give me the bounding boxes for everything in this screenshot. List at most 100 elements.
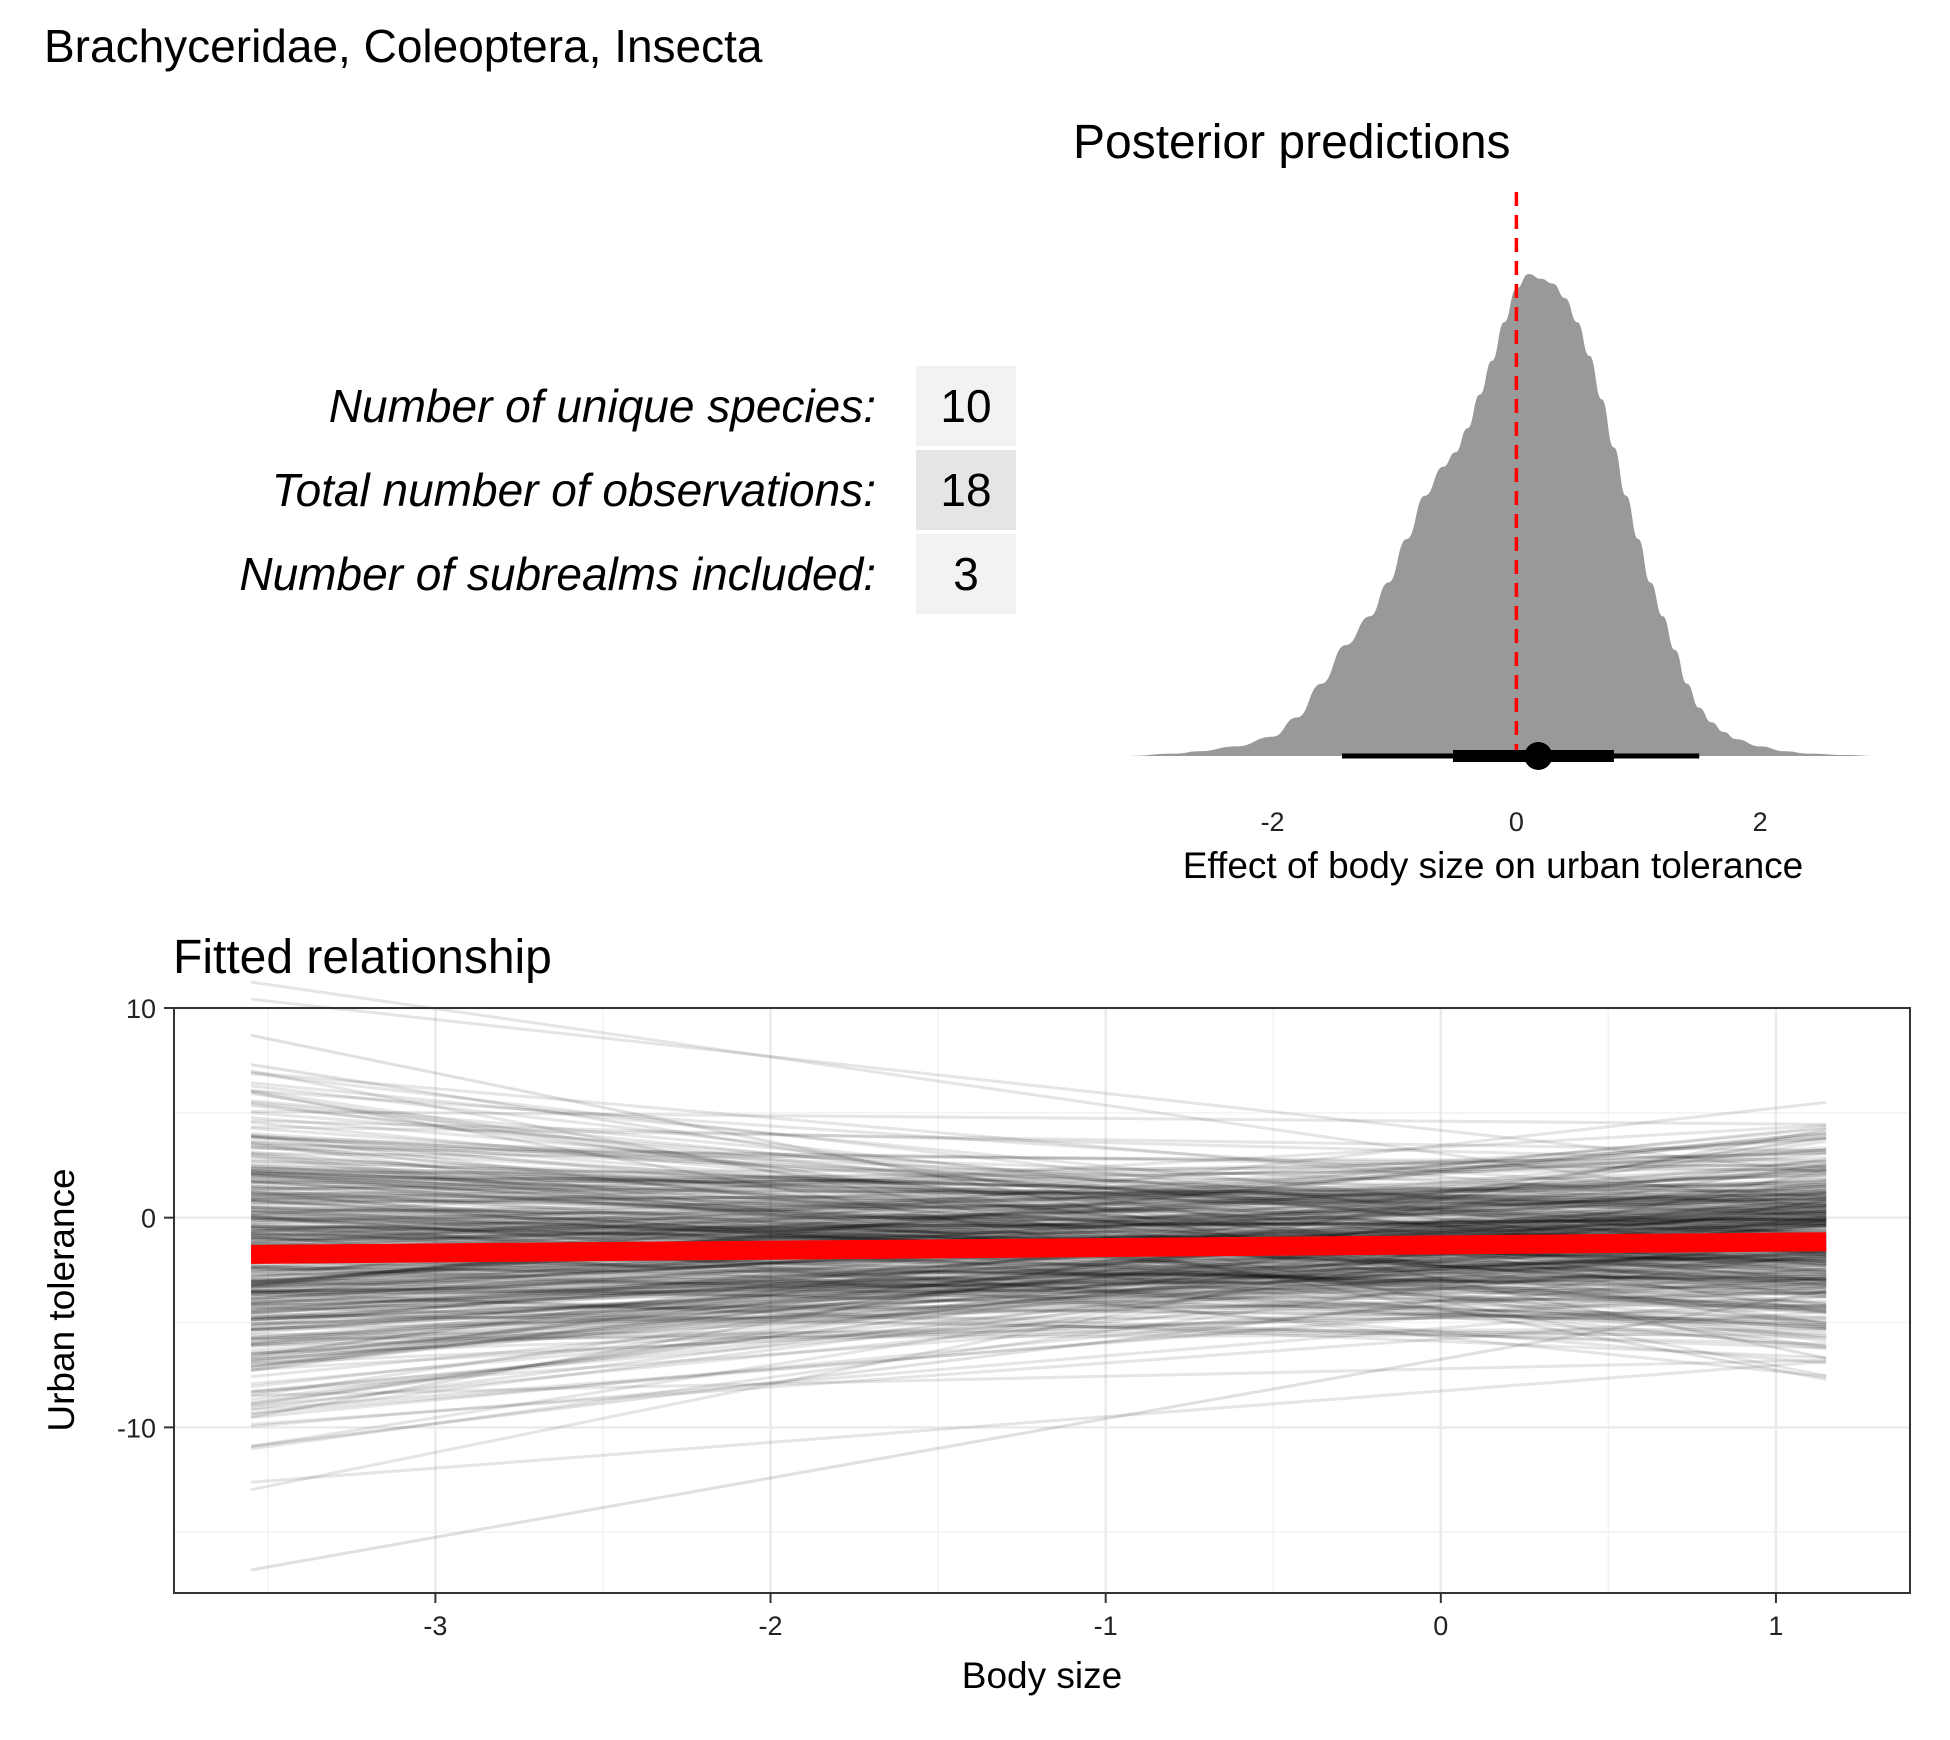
draw-line xyxy=(251,1182,1827,1217)
draw-line xyxy=(251,1307,1827,1348)
draw-line xyxy=(251,1143,1827,1173)
draw-line xyxy=(251,1197,1827,1213)
draw-line xyxy=(250,1214,1827,1325)
draw-line xyxy=(251,1176,1827,1194)
draw-line xyxy=(250,1253,1827,1393)
draw-line xyxy=(251,1226,1827,1305)
draw-line xyxy=(250,1190,1827,1405)
draw-line xyxy=(250,1203,1827,1316)
fitted-panel-border xyxy=(173,1007,1911,1594)
draw-line xyxy=(250,1250,1827,1341)
draw-line xyxy=(251,1279,1827,1287)
draw-line xyxy=(250,1251,1827,1448)
draw-line xyxy=(251,1266,1827,1331)
draw-line xyxy=(251,1169,1827,1224)
draw-line xyxy=(250,1126,1827,1241)
draw-line xyxy=(251,1302,1827,1320)
stat-value-species: 10 xyxy=(940,380,991,432)
draw-line xyxy=(251,1193,1827,1247)
draw-line xyxy=(251,1260,1827,1287)
draw-line xyxy=(251,1315,1827,1321)
draw-line xyxy=(251,1277,1827,1295)
draw-line xyxy=(251,1282,1827,1326)
draw-line xyxy=(251,1267,1827,1319)
draw-line xyxy=(251,1217,1827,1233)
draw-line xyxy=(250,1260,1827,1352)
draw-line xyxy=(250,1116,1827,1251)
draw-line xyxy=(251,1167,1827,1215)
draw-line xyxy=(251,1332,1827,1341)
draw-line xyxy=(251,1297,1827,1323)
draw-line xyxy=(251,1276,1827,1293)
fitted-x-tick-label: -3 xyxy=(423,1611,447,1641)
draw-line xyxy=(250,1213,1827,1331)
draw-line xyxy=(251,1175,1827,1189)
draw-line xyxy=(250,1263,1827,1355)
draw-line xyxy=(251,1175,1827,1185)
draw-line xyxy=(250,1173,1827,1373)
fitted-x-tick-label: -2 xyxy=(759,1611,783,1641)
draw-line xyxy=(251,1188,1827,1196)
draw-line xyxy=(251,1247,1827,1322)
draw-line xyxy=(251,1136,1827,1218)
draw-line xyxy=(251,1227,1827,1237)
draw-line xyxy=(251,1192,1827,1220)
draw-line xyxy=(251,1151,1827,1198)
posterior-x-tick-label: 2 xyxy=(1753,807,1768,837)
draw-line xyxy=(250,1189,1827,1350)
draw-line xyxy=(251,1172,1827,1244)
stat-label-subrealms: Number of subrealms included: xyxy=(239,548,876,600)
draw-line xyxy=(250,1168,1827,1492)
draw-line xyxy=(250,1289,1827,1572)
draw-line xyxy=(251,1292,1827,1350)
draw-line xyxy=(250,1165,1827,1301)
draw-line xyxy=(250,1134,1827,1325)
stats-table: Number of unique species: Total number o… xyxy=(239,366,1016,614)
draw-line xyxy=(251,1206,1827,1235)
draw-line xyxy=(251,1171,1827,1215)
draw-line xyxy=(250,1177,1827,1283)
point-estimate-dot xyxy=(1524,742,1553,770)
draw-line xyxy=(250,1294,1827,1428)
draw-line xyxy=(250,1132,1827,1236)
stat-box-subrealms xyxy=(916,534,1016,614)
draw-line xyxy=(250,1209,1827,1312)
draw-line xyxy=(251,1204,1827,1244)
draw-line xyxy=(250,1285,1827,1412)
posterior-x-ticks: -2 0 2 xyxy=(1261,807,1768,837)
fitted-y-tick-label: -10 xyxy=(117,1413,156,1443)
draw-line xyxy=(250,1102,1827,1299)
draw-line xyxy=(250,1172,1827,1286)
draw-line xyxy=(251,1220,1827,1227)
draw-line xyxy=(250,1133,1827,1289)
draw-line xyxy=(251,1220,1827,1247)
draw-line xyxy=(251,1196,1827,1230)
fitted-y-ticks: -10 0 10 xyxy=(117,994,174,1443)
draw-line xyxy=(250,1309,1827,1426)
draw-line xyxy=(251,1191,1827,1280)
draw-line xyxy=(250,1134,1827,1283)
draw-line xyxy=(251,1253,1827,1327)
draw-line xyxy=(251,1109,1827,1126)
draw-line xyxy=(251,1166,1827,1218)
draw-line xyxy=(250,1240,1827,1394)
draw-line xyxy=(251,1255,1827,1291)
fitted-y-tick-label: 0 xyxy=(141,1204,156,1234)
draw-line xyxy=(251,1304,1827,1355)
posterior-x-tick-label: 0 xyxy=(1509,807,1524,837)
draw-line xyxy=(251,1186,1827,1199)
draw-line xyxy=(251,1251,1827,1339)
draw-line xyxy=(250,1193,1827,1325)
draw-line xyxy=(251,1304,1827,1310)
draw-line xyxy=(251,1159,1827,1212)
draw-line xyxy=(250,1243,1827,1356)
draw-line xyxy=(250,1183,1827,1362)
draw-line xyxy=(251,1151,1827,1191)
draw-line xyxy=(251,1263,1827,1304)
draw-line xyxy=(250,1147,1827,1253)
fitted-x-tick-label: -1 xyxy=(1094,1611,1118,1641)
draw-line xyxy=(251,1173,1827,1225)
draw-line xyxy=(250,1173,1827,1297)
draw-line xyxy=(250,1280,1827,1416)
draw-line xyxy=(250,1204,1827,1335)
